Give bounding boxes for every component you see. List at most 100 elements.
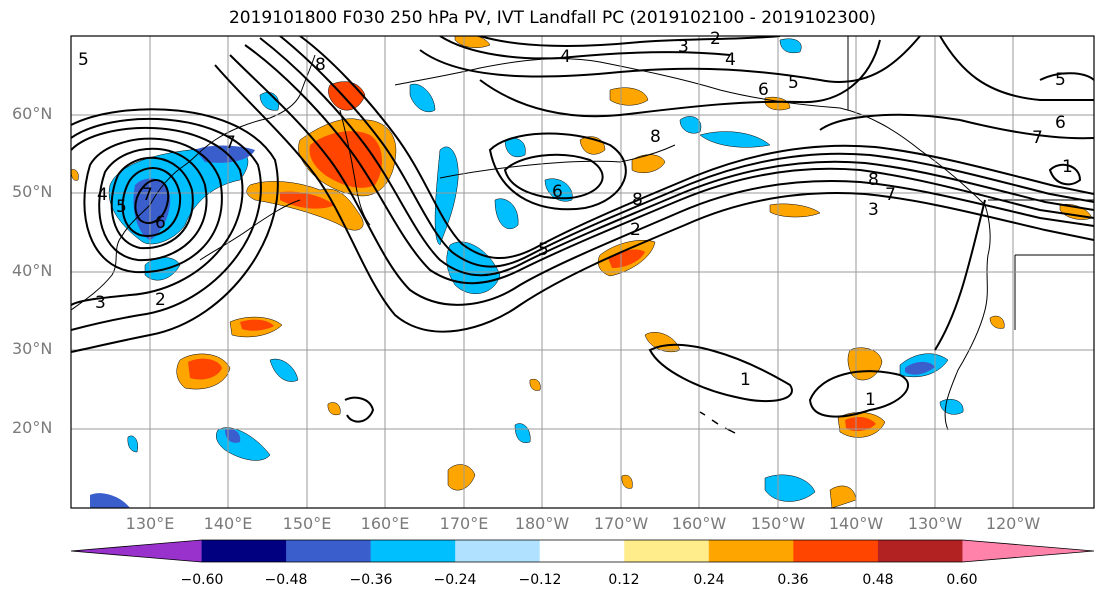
contour-label: 7: [225, 133, 236, 153]
positive-anomaly: [188, 358, 222, 380]
map-title: 2019101800 F030 250 hPa PV, IVT Landfall…: [228, 8, 876, 28]
positive-anomaly: [847, 347, 883, 381]
positive-anomaly: [769, 203, 821, 218]
coastline-north-america: [944, 254, 989, 431]
negative-anomaly: [259, 92, 280, 111]
contour-line: [439, 36, 731, 60]
negative-anomaly: [764, 474, 816, 502]
coastline-alaska: [394, 58, 991, 256]
contour-line: [1039, 72, 1094, 81]
contour-label: 2: [710, 29, 721, 49]
contour-label: 6: [1055, 113, 1066, 133]
contour-label: 4: [560, 47, 571, 67]
positive-anomaly: [631, 154, 666, 173]
colorbar-segment: [455, 540, 541, 562]
longitude-label: 150°W: [750, 514, 806, 533]
negative-anomaly: [195, 145, 255, 163]
contour-labels: 5 8 4 3 2 4 6 5 8 7 6 8 6 7 1 4 5 7 6 5 …: [78, 29, 1073, 410]
contour-line: [808, 370, 910, 418]
contour-line: [279, 36, 1094, 268]
negative-anomaly: [90, 493, 130, 508]
negative-anomaly: [504, 137, 526, 158]
contour-label: 6: [552, 182, 563, 202]
contour-label: 3: [868, 200, 879, 220]
colorbar-extend-min: [71, 540, 202, 562]
contour-label: 1: [740, 370, 751, 390]
colorbar-segment: [624, 540, 710, 562]
contour-line: [244, 44, 1094, 285]
contour-line: [229, 54, 1094, 306]
contour-label: 8: [315, 55, 326, 75]
colorbar-tick-label: −0.36: [349, 572, 393, 588]
positive-anomaly: [240, 319, 274, 331]
colorbar-segment: [793, 540, 879, 562]
latitude-label: 60°N: [12, 104, 53, 123]
contour-label: 5: [78, 50, 89, 70]
colorbar-tick-label: 0.24: [693, 572, 725, 588]
colorbar-tick-label: −0.12: [518, 572, 562, 588]
ivt-contours: [71, 36, 1094, 423]
longitude-label: 150°E: [282, 514, 332, 533]
longitude-label: 140°W: [828, 514, 884, 533]
contour-label: 3: [95, 293, 106, 313]
contour-label: 5: [116, 197, 127, 217]
positive-anomaly: [529, 378, 541, 391]
coastline-kamchatka: [339, 109, 371, 226]
contour-label: 7: [885, 185, 896, 205]
positive-anomaly: [845, 416, 876, 432]
contour-line: [214, 64, 1094, 333]
negative-anomaly: [779, 38, 802, 54]
longitude-label: 160°W: [671, 514, 727, 533]
contour-line: [134, 179, 170, 225]
negative-anomaly: [127, 435, 138, 453]
positive-anomaly: [989, 315, 1005, 329]
latitude-label: 50°N: [12, 182, 53, 201]
contour-line: [419, 36, 921, 83]
contour-line: [1048, 163, 1082, 186]
contour-label: 6: [758, 80, 769, 100]
positive-anomaly: [327, 402, 341, 416]
colorbar-outline: [70, 539, 1095, 563]
positive-anomaly: [621, 474, 633, 489]
contour-line: [488, 132, 627, 211]
contour-line: [934, 199, 986, 351]
contour-label: 5: [538, 240, 549, 260]
map-frame: [70, 35, 1095, 509]
contour-line: [71, 108, 279, 353]
colorbar-segment: [201, 540, 287, 562]
negative-anomaly: [409, 83, 436, 113]
contour-line: [479, 36, 781, 47]
colorbar-segment: [708, 540, 794, 562]
longitude-label: 160°E: [360, 514, 410, 533]
negative-anomaly: [269, 358, 299, 382]
negative-anomaly: [434, 146, 459, 246]
colorbar-tick-label: 0.12: [608, 572, 640, 588]
positive-anomaly: [609, 87, 649, 106]
positive-anomaly: [309, 131, 382, 188]
contour-line: [819, 113, 961, 131]
contour-label: 8: [650, 127, 661, 147]
longitude-label: 170°E: [439, 514, 489, 533]
positive-anomaly: [71, 169, 79, 181]
contour-label: 7: [142, 185, 153, 205]
longitude-label: 130°W: [907, 514, 963, 533]
colorbar-tick-label: 0.48: [862, 572, 894, 588]
contour-line: [503, 153, 604, 200]
colorbar-tick-label: 0.60: [946, 572, 978, 588]
colorbar-segment: [370, 540, 456, 562]
negative-anomaly: [679, 116, 702, 134]
negative-anomaly: [514, 423, 531, 443]
latitude-label: 30°N: [12, 339, 53, 358]
contour-label: 5: [1055, 70, 1066, 90]
contour-label: 6: [155, 213, 166, 233]
contour-line: [299, 36, 1094, 259]
longitude-label: 170°W: [593, 514, 649, 533]
positive-anomaly: [829, 485, 857, 508]
contour-line: [259, 37, 1094, 277]
negative-anomaly: [225, 428, 241, 443]
contour-label: 7: [1032, 128, 1043, 148]
longitude-label: 130°E: [125, 514, 175, 533]
colorbar-segment: [877, 540, 963, 562]
contour-line: [71, 126, 244, 306]
